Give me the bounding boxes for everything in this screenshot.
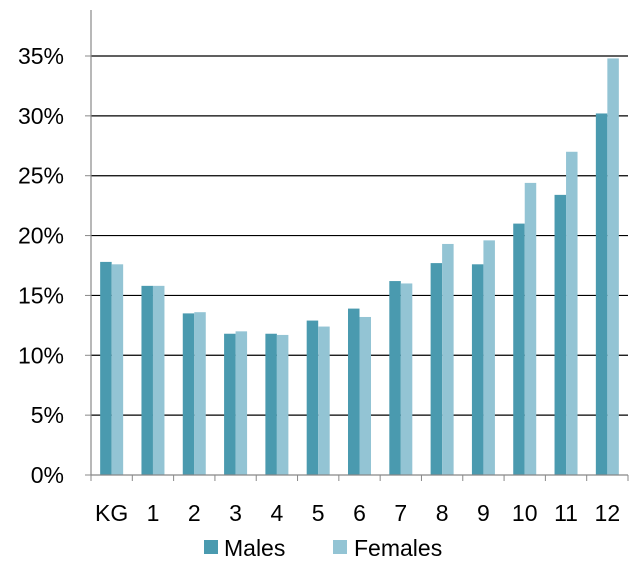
y-tick-label: 15% xyxy=(18,282,64,308)
x-tick-label: 4 xyxy=(270,500,283,526)
bar-males xyxy=(471,264,484,475)
bar-females xyxy=(359,316,371,475)
y-tick-label: 10% xyxy=(18,342,64,368)
x-tick-label: 9 xyxy=(477,500,490,526)
bar-males xyxy=(100,261,112,475)
bar-females xyxy=(607,58,619,475)
bar-males xyxy=(306,320,319,475)
bars xyxy=(100,58,619,475)
x-tick-label: 7 xyxy=(394,500,407,526)
x-tick-labels: KG 1 2 3 4 5 6 7 8 9 10 11 12 xyxy=(95,500,620,526)
x-tick-label: 6 xyxy=(353,500,366,526)
bar-females xyxy=(524,182,537,475)
legend-swatch-males xyxy=(204,540,218,554)
bar-females xyxy=(152,285,165,475)
x-tick-label: 12 xyxy=(595,500,621,526)
bar-females xyxy=(318,326,330,475)
x-tick-label: 3 xyxy=(229,500,242,526)
bar-males xyxy=(141,285,153,475)
bar-males xyxy=(265,333,277,475)
bar-females xyxy=(566,151,578,475)
bar-females xyxy=(235,331,248,475)
x-tick-label: 11 xyxy=(554,500,578,526)
bar-females xyxy=(483,240,495,475)
y-tick-label: 25% xyxy=(18,163,64,189)
x-tick-label: 1 xyxy=(147,500,160,526)
legend: Males Females xyxy=(204,535,442,561)
bar-males xyxy=(389,281,401,475)
bar-males xyxy=(182,313,195,475)
legend-swatch-females xyxy=(333,540,347,554)
bar-females xyxy=(442,243,454,475)
x-tick-label: 2 xyxy=(188,500,201,526)
x-tick-label: 5 xyxy=(312,500,325,526)
gridlines xyxy=(91,55,628,416)
x-tick-label: 10 xyxy=(512,500,538,526)
y-tick-label: 0% xyxy=(31,462,64,488)
bar-females xyxy=(111,264,124,475)
bar-males xyxy=(348,308,360,475)
bar-males xyxy=(430,263,443,475)
y-tick-label: 20% xyxy=(18,223,64,249)
bar-males xyxy=(513,223,525,475)
y-tick-label: 35% xyxy=(18,43,64,69)
legend-label-males: Males xyxy=(224,535,285,560)
bar-males xyxy=(595,113,608,475)
x-tick-label: KG xyxy=(95,500,128,526)
x-tick-label: 8 xyxy=(436,500,449,526)
y-tick-label: 30% xyxy=(18,103,64,129)
bar-males xyxy=(224,333,236,475)
y-tick-label: 5% xyxy=(31,402,64,428)
y-tick-labels: 0% 5% 10% 15% 20% 25% 30% 35% xyxy=(18,43,64,488)
bar-females xyxy=(400,283,413,475)
bar-females xyxy=(194,312,206,475)
axes xyxy=(85,10,629,481)
bar-males xyxy=(554,194,567,475)
legend-label-females: Females xyxy=(354,535,442,560)
bar-females xyxy=(276,334,289,475)
